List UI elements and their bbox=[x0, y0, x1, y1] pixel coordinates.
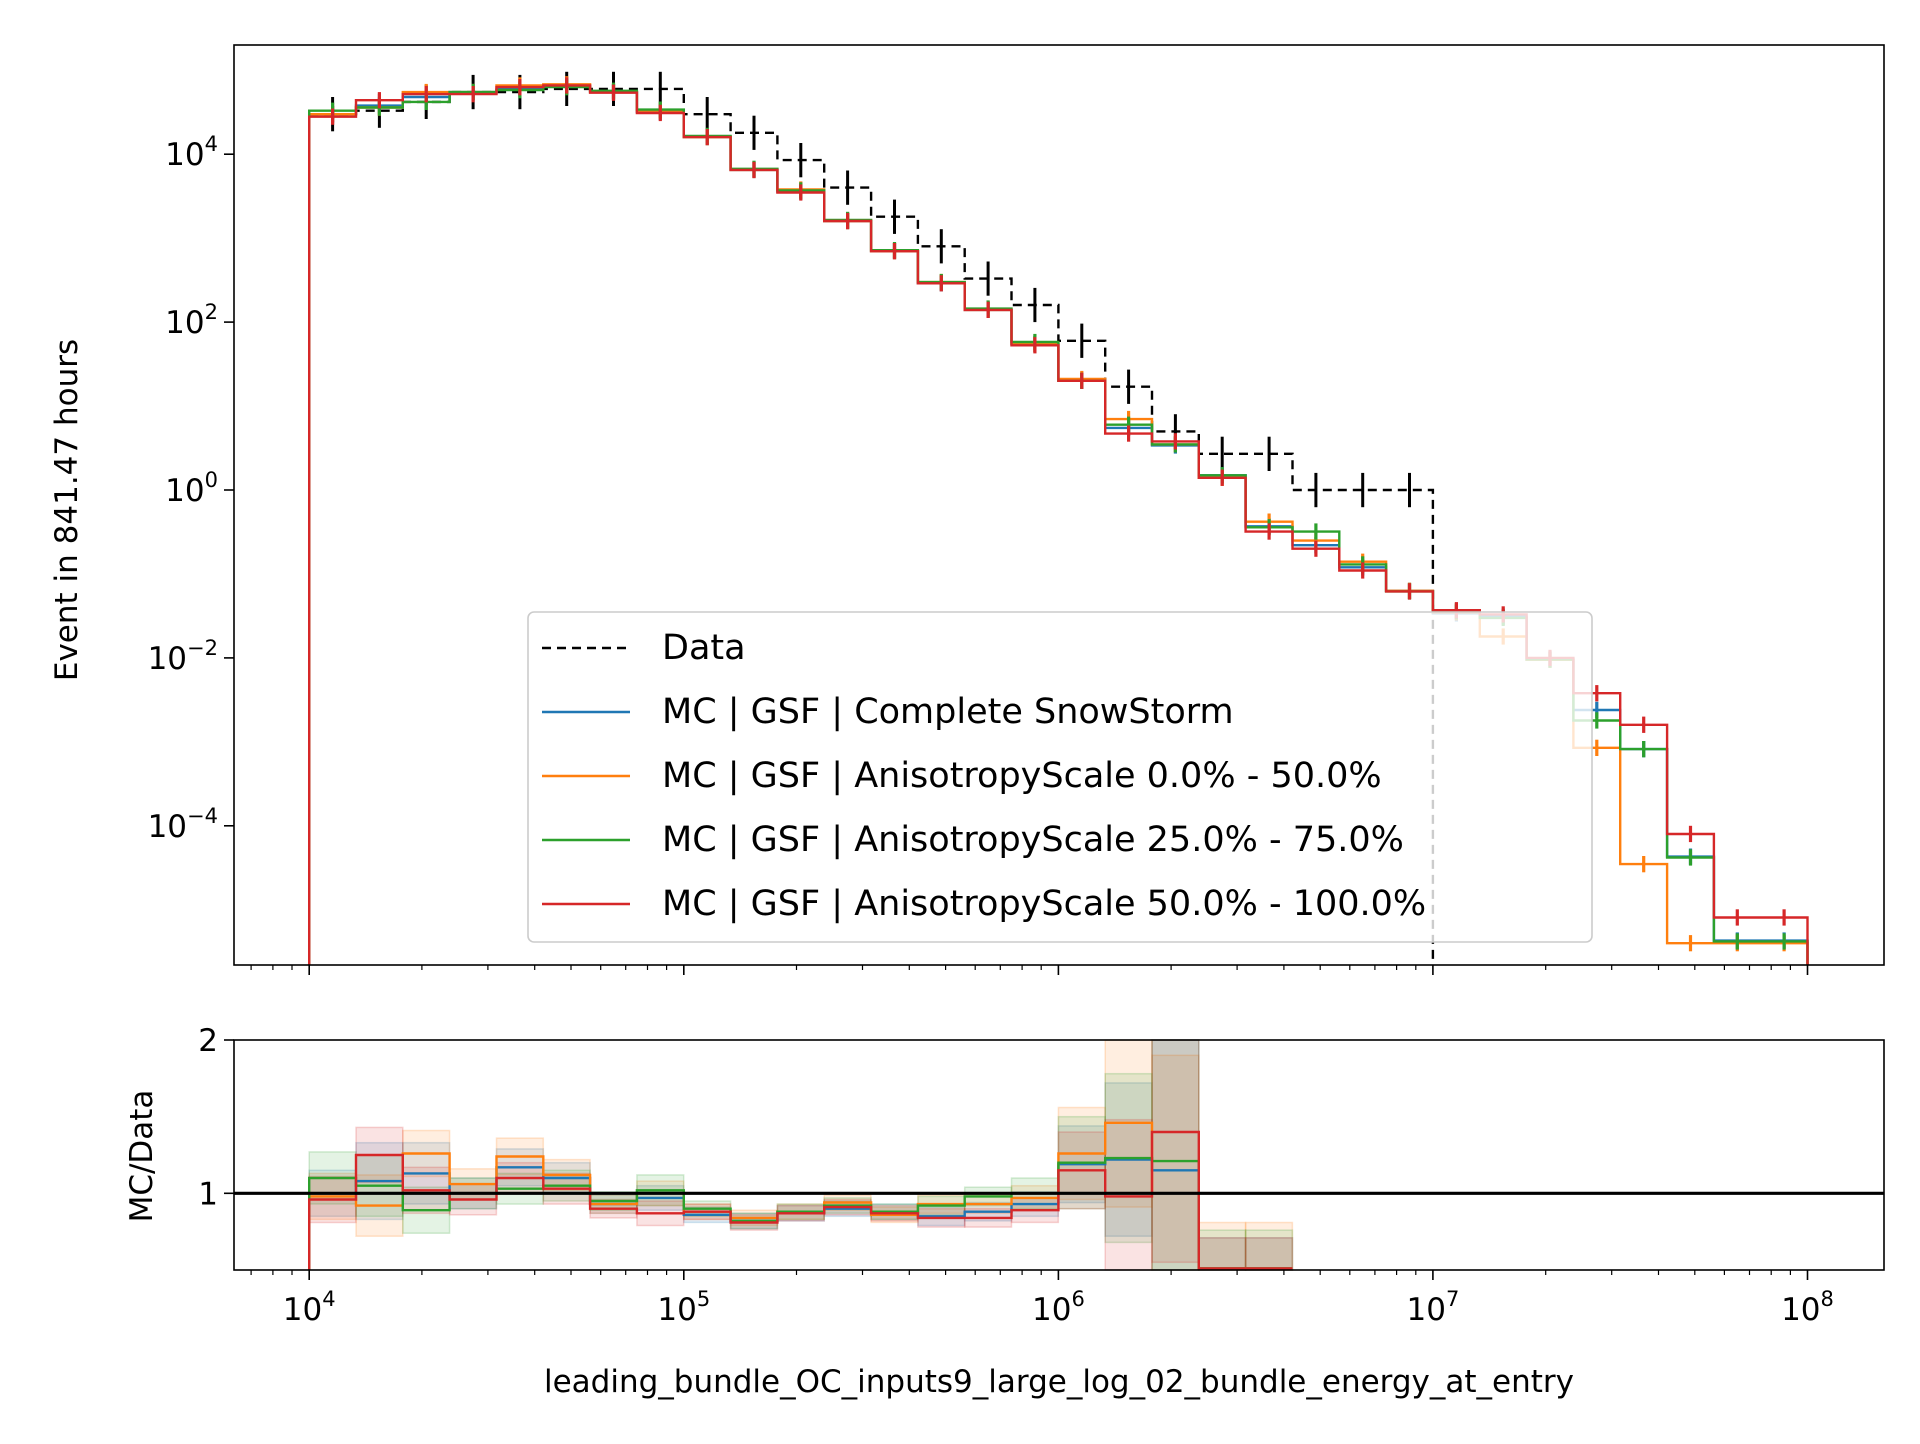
ratio-series-line-3 bbox=[308, 1130, 1293, 1270]
legend-label: MC | GSF | AnisotropyScale 25.0% - 75.0% bbox=[662, 820, 1404, 860]
ratio-uncertainty-band bbox=[1244, 1237, 1294, 1271]
ratio-y-tick-label: 1 bbox=[198, 1176, 218, 1212]
main-y-axis-label: Event in 841.47 hours bbox=[49, 339, 85, 681]
legend: Data MC | GSF | Complete SnowStorm MC | GS… bbox=[527, 611, 1593, 943]
legend-label: MC | GSF | AnisotropyScale 0.0% - 50.0% bbox=[662, 756, 1382, 796]
x-axis-label: leading_bundle_OC_inputs9_large_log_02_b… bbox=[544, 1364, 1574, 1400]
legend-label: Data bbox=[662, 628, 746, 668]
legend-label: MC | GSF | Complete SnowStorm bbox=[662, 692, 1234, 732]
ratio-uncertainty-band bbox=[1151, 1039, 1200, 1264]
legend-box bbox=[527, 611, 1593, 943]
ratio-uncertainty-band bbox=[1198, 1221, 1247, 1271]
ratio-uncertainty-band bbox=[1198, 1229, 1247, 1271]
ratio-uncertainty-band bbox=[1244, 1237, 1294, 1271]
ratio-uncertainty-band bbox=[1151, 1039, 1200, 1271]
ratio-y-tick-label: 2 bbox=[198, 1023, 218, 1059]
ratio-uncertainty-band bbox=[1244, 1221, 1294, 1271]
ratio-uncertainty-band bbox=[1198, 1237, 1247, 1271]
ratio-y-axis-label: MC/Data bbox=[124, 1090, 160, 1223]
legend-label: MC | GSF | AnisotropyScale 50.0% - 100.0… bbox=[662, 884, 1426, 924]
ratio-plot-series bbox=[234, 1121, 1884, 1270]
y-tick-label: 104 bbox=[165, 132, 218, 173]
